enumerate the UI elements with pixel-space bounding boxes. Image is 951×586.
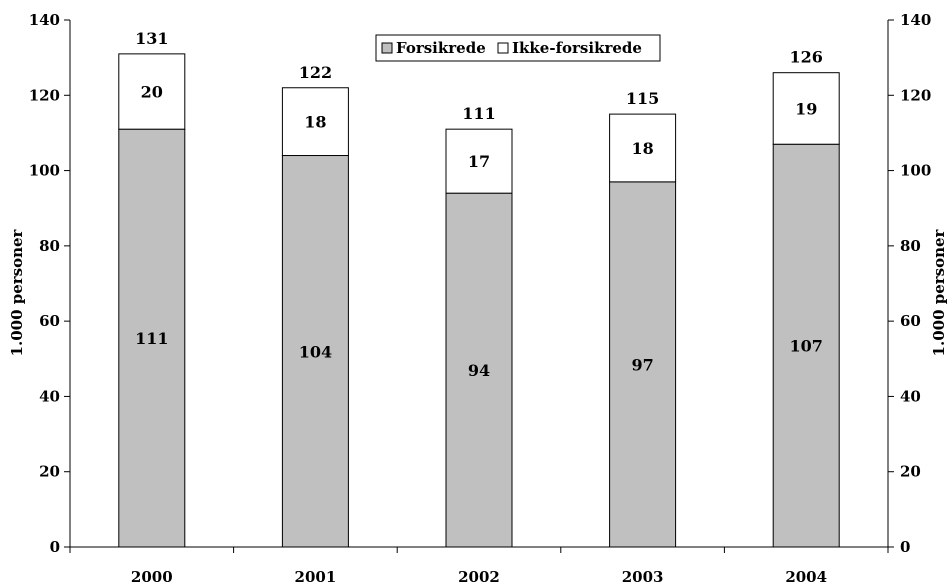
axes: 0 0 20 20 40 40 60 60 80 80 100 100 120 120 140 140 2000… <box>29 11 932 586</box>
x-tick-label: 2000 <box>131 568 173 586</box>
legend-label-forsikrede: Forsikrede <box>396 39 486 57</box>
data-label-total: 126 <box>789 48 822 67</box>
y-axis-title-right: 1.000 personer <box>930 228 948 356</box>
data-label-total: 122 <box>299 63 332 82</box>
y-axis-title-left: 1.000 personer <box>8 228 26 356</box>
y-tick-label-right: 60 <box>900 312 921 330</box>
data-label-total: 115 <box>626 89 659 108</box>
bar-segment-ikke-forsikrede <box>118 53 186 130</box>
y-tick-label-left: 40 <box>39 387 60 405</box>
y-tick-label-left: 120 <box>29 86 60 104</box>
legend-frame <box>375 34 661 62</box>
data-label-ikke-forsikrede: 17 <box>468 152 490 171</box>
bar-segment-ikke-forsikrede <box>445 128 513 194</box>
legend: Forsikrede Ikke-forsikrede <box>375 34 661 62</box>
data-label-forsikrede: 107 <box>789 337 822 356</box>
y-tick-label-left: 60 <box>39 312 60 330</box>
data-label-total: 131 <box>135 29 168 48</box>
data-label-total: 111 <box>462 104 495 123</box>
data-label-ikke-forsikrede: 19 <box>795 99 817 118</box>
data-label-ikke-forsikrede: 20 <box>141 83 163 102</box>
bar-segment-ikke-forsikrede <box>281 87 349 157</box>
bar-segment-forsikrede <box>118 128 186 548</box>
bar-segment-forsikrede <box>772 143 840 548</box>
y-tick-label-right: 20 <box>900 463 921 481</box>
x-tick-label: 2002 <box>458 568 500 586</box>
y-tick-label-left: 100 <box>29 162 60 180</box>
legend-swatch-forsikrede <box>381 42 393 54</box>
data-label-forsikrede: 111 <box>135 329 168 348</box>
bar-segment-ikke-forsikrede <box>772 72 840 145</box>
bar-segment-forsikrede <box>281 155 349 548</box>
legend-swatch-ikke-forsikrede <box>497 42 509 54</box>
y-tick-label-right: 0 <box>900 538 910 556</box>
bar-segment-forsikrede <box>609 181 677 548</box>
x-tick-label: 2001 <box>295 568 337 586</box>
y-tick-label-left: 0 <box>50 538 60 556</box>
y-tick-label-left: 80 <box>39 237 60 255</box>
y-tick-label-right: 80 <box>900 237 921 255</box>
bar-segment-forsikrede <box>445 192 513 548</box>
legend-label-ikke-forsikrede: Ikke-forsikrede <box>512 39 642 57</box>
y-tick-label-right: 120 <box>900 86 931 104</box>
x-tick-label: 2003 <box>622 568 664 586</box>
y-tick-label-right: 100 <box>900 162 931 180</box>
data-label-forsikrede: 94 <box>468 361 490 380</box>
y-tick-label-left: 140 <box>29 11 60 29</box>
data-label-forsikrede: 104 <box>299 342 332 361</box>
data-label-ikke-forsikrede: 18 <box>631 139 653 158</box>
y-tick-label-left: 20 <box>39 463 60 481</box>
x-tick-label: 2004 <box>785 568 827 586</box>
bars <box>118 53 840 548</box>
y-tick-label-right: 140 <box>900 11 931 29</box>
data-labels: 111 20 131 104 18 122 94 17 111 97 18 115 107 19 126 <box>135 29 823 380</box>
data-label-forsikrede: 97 <box>631 355 653 374</box>
data-label-ikke-forsikrede: 18 <box>304 113 326 132</box>
bar-segment-ikke-forsikrede <box>609 113 677 183</box>
y-tick-label-right: 40 <box>900 387 921 405</box>
